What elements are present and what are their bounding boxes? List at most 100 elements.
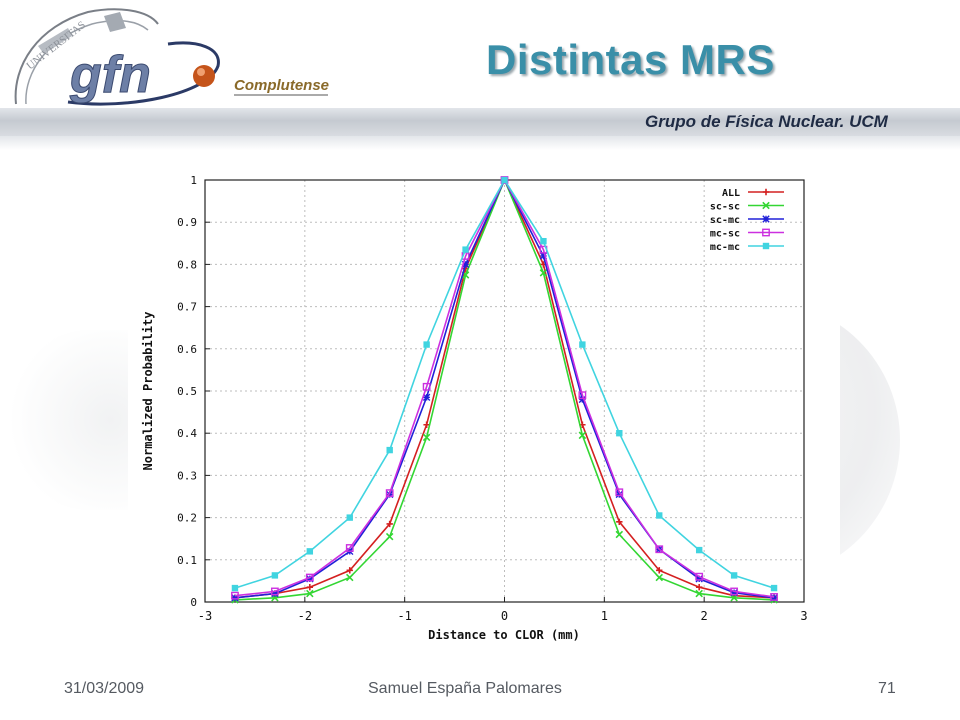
- group-label: Grupo de Física Nuclear. UCM: [645, 112, 888, 131]
- chart-container: -3 -2 -1 0 1 2 3 0 0.1 0.2 0.3 0.4 0.5 0.6 0.7 0.8 0.9 1 …: [128, 152, 840, 652]
- chart-grid: [205, 180, 804, 602]
- data-point: [578, 431, 587, 440]
- footer-page-number: 71: [878, 680, 896, 697]
- data-point: [695, 575, 703, 583]
- data-point: [271, 589, 279, 598]
- data-point: [540, 237, 547, 245]
- legend-marker: [762, 188, 770, 196]
- logo-ball-icon: [193, 65, 215, 87]
- footer-author: Samuel España Palomares: [368, 680, 562, 697]
- data-point: [578, 391, 587, 400]
- logo-complutense-text: Complutense: [234, 77, 329, 94]
- data-point: [770, 593, 778, 601]
- data-point: [615, 530, 624, 539]
- legend-label: mc-sc: [710, 229, 740, 240]
- data-point: [386, 446, 393, 454]
- chart-legend: ALL sc-sc sc-mc mc-sc mc-mc: [710, 188, 784, 253]
- y-tick-label: 0.2: [177, 512, 197, 525]
- y-tick-label: 0.3: [177, 469, 197, 482]
- data-point: [461, 260, 470, 269]
- legend-label: mc-mc: [710, 242, 740, 253]
- y-tick-label: 0.7: [177, 301, 197, 314]
- data-point: [462, 246, 469, 253]
- series-mcmc: [231, 176, 778, 592]
- data-point: [730, 587, 739, 596]
- x-tick-label: 3: [800, 609, 807, 623]
- chart-ticks: -3 -2 -1 0 1 2 3 0 0.1 0.2 0.3 0.4 0.5 0.6 0.7 0.8 0.9 1: [177, 174, 807, 623]
- y-tick-label: 0.5: [177, 385, 197, 398]
- y-tick-label: 0.6: [177, 343, 197, 356]
- data-point: [422, 393, 431, 402]
- header-band: [0, 108, 960, 136]
- data-point: [423, 341, 430, 348]
- data-point: [695, 589, 703, 598]
- legend-marker: [762, 228, 770, 237]
- x-tick-label: 1: [601, 609, 608, 623]
- data-point: [578, 395, 587, 404]
- y-tick-label: 0.9: [177, 216, 197, 229]
- seal-outline-icon: [14, 8, 159, 105]
- data-point: [386, 520, 393, 528]
- data-point: [616, 518, 623, 526]
- x-tick-label: 0: [501, 609, 508, 623]
- data-point: [231, 591, 239, 600]
- legend-label: sc-sc: [710, 202, 740, 213]
- x-tick-label: 2: [701, 609, 708, 623]
- data-point: [385, 532, 394, 541]
- slide-title: Distintas MRS: [486, 36, 775, 83]
- data-point: [695, 572, 704, 581]
- y-tick-label: 0.8: [177, 258, 197, 271]
- data-point: [539, 252, 548, 260]
- x-axis-label: Distance to CLOR (mm): [428, 628, 580, 642]
- data-point: [231, 584, 239, 592]
- data-point: [271, 572, 279, 579]
- x-tick-label: -1: [397, 609, 411, 623]
- y-tick-label: 0: [190, 596, 197, 609]
- legend-marker: [762, 201, 770, 210]
- data-point: [655, 573, 664, 582]
- series-line: [234, 178, 775, 598]
- legend-marker: [762, 242, 770, 250]
- legend-marker: [762, 215, 770, 223]
- data-point: [579, 341, 586, 348]
- data-point: [385, 489, 394, 498]
- legend-label: ALL: [722, 188, 740, 199]
- data-point: [615, 490, 624, 499]
- chart-series: [231, 176, 778, 604]
- logo-gfn-text: gfn: [69, 46, 151, 104]
- data-point: [422, 433, 431, 442]
- x-tick-label: -3: [198, 609, 212, 623]
- x-tick-label: -2: [298, 609, 312, 623]
- data-point: [423, 421, 430, 428]
- data-point: [306, 575, 314, 583]
- data-point: [730, 589, 738, 597]
- data-point: [695, 584, 703, 591]
- data-point: [539, 269, 548, 277]
- legend-label: sc-mc: [710, 215, 740, 226]
- y-axis-label: Normalized Probability: [141, 312, 155, 471]
- data-point: [656, 567, 663, 574]
- data-point: [231, 594, 239, 602]
- data-point: [345, 573, 354, 582]
- data-point: [616, 430, 623, 437]
- data-point: [730, 572, 738, 579]
- data-point: [615, 488, 624, 497]
- line-chart: -3 -2 -1 0 1 2 300.10.20.30.40.50.60.70.80.91 …: [141, 174, 808, 642]
- footer-date: 31/03/2009: [64, 680, 145, 697]
- y-tick-label: 0.1: [177, 554, 197, 567]
- data-point: [270, 587, 279, 596]
- data-point: [422, 382, 431, 391]
- y-tick-label: 0.4: [177, 427, 197, 440]
- header-shade: [0, 136, 960, 150]
- data-point: [770, 584, 778, 592]
- data-point: [770, 594, 778, 602]
- gfn-logo: UNIVERSITAS gfn Complutense: [14, 8, 329, 106]
- data-point: [346, 514, 353, 521]
- data-point: [305, 573, 314, 582]
- data-point: [346, 567, 353, 574]
- data-point: [345, 544, 354, 552]
- data-point: [501, 176, 508, 184]
- data-point: [695, 546, 703, 554]
- data-point: [655, 545, 664, 554]
- data-point: [306, 584, 314, 591]
